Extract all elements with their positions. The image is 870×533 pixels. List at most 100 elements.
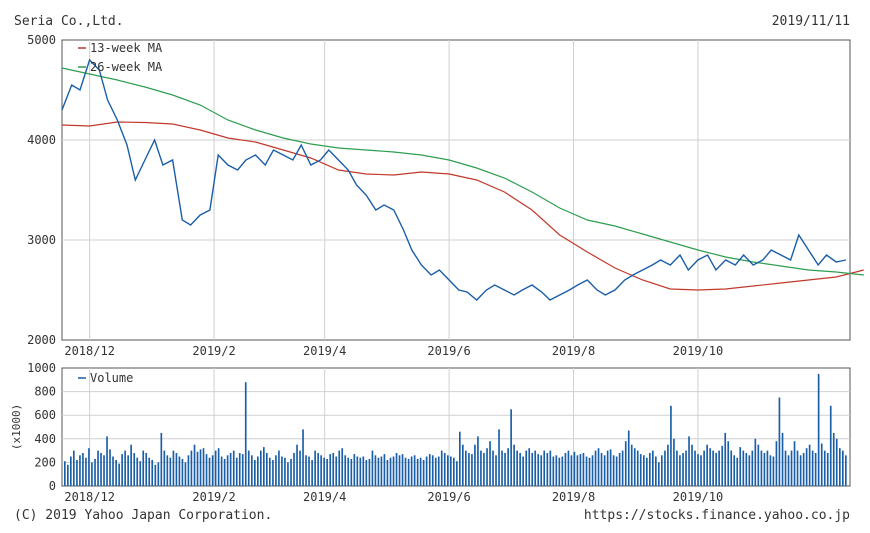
volume-bar: [326, 458, 328, 486]
volume-bar: [510, 409, 512, 486]
volume-y-tick-label: 600: [34, 408, 56, 422]
source-link[interactable]: https://stocks.finance.yahoo.co.jp: [583, 508, 850, 523]
volume-bar: [109, 449, 111, 486]
volume-bar: [534, 450, 537, 486]
volume-bar: [190, 450, 193, 486]
volume-bar: [166, 455, 169, 486]
volume-bar: [187, 455, 190, 486]
volume-bar: [814, 453, 817, 486]
volume-bar: [549, 450, 552, 486]
volume-bar: [811, 450, 814, 486]
volume-bar: [269, 457, 271, 486]
volume-bar: [223, 458, 226, 486]
volume-bar: [576, 455, 579, 486]
volume-bar: [374, 455, 377, 486]
volume-y-tick-label: 0: [49, 479, 56, 493]
volume-bar: [688, 436, 690, 486]
volume-bar: [260, 450, 262, 486]
volume-bar: [124, 450, 126, 486]
volume-bar: [712, 450, 714, 486]
volume-bar: [781, 432, 784, 486]
volume-bar: [564, 453, 567, 486]
price-y-tick-label: 2000: [27, 333, 56, 347]
legend-label-ma13: 13-week MA: [90, 41, 163, 55]
volume-bar: [649, 453, 651, 486]
volume-bar: [685, 450, 687, 486]
volume-bar: [317, 453, 319, 486]
volume-bar: [597, 448, 600, 486]
volume-bar: [769, 455, 772, 486]
volume-bar: [428, 454, 431, 486]
volume-bar: [820, 443, 823, 486]
volume-bar: [344, 455, 347, 486]
volume-bar: [829, 405, 832, 486]
volume-bar: [486, 448, 488, 486]
volume-bar: [91, 462, 93, 486]
volume-bar: [679, 455, 681, 486]
volume-bar: [498, 429, 500, 486]
volume-bar: [320, 455, 322, 486]
volume-bar: [763, 453, 766, 486]
volume-bar: [516, 450, 518, 486]
volume-bar: [350, 458, 353, 486]
volume-bar: [652, 450, 654, 486]
volume-bar: [760, 450, 763, 486]
volume-bar: [670, 405, 672, 486]
volume-bar: [88, 448, 90, 486]
price-x-tick-label: 2019/8: [552, 344, 595, 358]
volume-bar: [311, 460, 313, 486]
volume-bar: [751, 450, 754, 486]
volume-bar: [480, 450, 482, 486]
company-name: Seria Co.,Ltd.: [14, 14, 124, 29]
volume-bar: [561, 456, 564, 486]
volume-bar: [823, 450, 826, 486]
volume-bar: [257, 456, 259, 486]
volume-bar: [727, 441, 730, 486]
volume-x-tick-label: 2019/4: [303, 490, 346, 504]
volume-bar: [646, 457, 648, 486]
volume-bar: [181, 458, 184, 486]
volume-bar: [244, 382, 247, 486]
volume-bar: [624, 441, 627, 486]
volume-bar: [431, 455, 434, 486]
volume-bar: [468, 453, 470, 486]
volume-bar: [290, 458, 292, 486]
volume-bar: [492, 450, 494, 486]
volume-bar: [160, 432, 163, 486]
volume-bar: [447, 455, 449, 486]
volume-x-tick-label: 2019/2: [192, 490, 235, 504]
volume-bar: [205, 454, 208, 486]
volume-bar: [700, 455, 702, 486]
legend-label-ma26: 26-week MA: [90, 60, 163, 74]
volume-bar: [184, 462, 187, 486]
volume-bar: [118, 463, 120, 486]
volume-bar: [540, 455, 543, 486]
volume-bar: [736, 457, 739, 486]
volume-bar: [697, 454, 699, 486]
volume-bar: [79, 455, 81, 486]
volume-bar: [106, 436, 108, 486]
volume-bar: [323, 457, 325, 486]
volume-bar: [579, 454, 582, 486]
volume-bar: [130, 444, 132, 486]
volume-x-tick-label: 2019/10: [673, 490, 724, 504]
volume-bar: [305, 455, 307, 486]
volume-bar: [682, 453, 684, 486]
volume-bar: [459, 431, 461, 486]
volume-bar: [284, 457, 286, 486]
volume-bar: [691, 444, 693, 486]
volume-y-tick-label: 200: [34, 455, 56, 469]
volume-bar: [214, 450, 217, 486]
volume-bar: [667, 444, 669, 486]
volume-bar: [425, 456, 428, 486]
volume-bar: [471, 454, 473, 486]
volume-bar: [220, 456, 223, 486]
volume-bar: [175, 453, 178, 486]
volume-bar: [489, 441, 491, 486]
volume-bar: [477, 436, 479, 486]
volume-bar: [664, 450, 666, 486]
volume-bar: [97, 450, 99, 486]
volume-bar: [443, 453, 446, 486]
volume-bar: [522, 456, 524, 486]
